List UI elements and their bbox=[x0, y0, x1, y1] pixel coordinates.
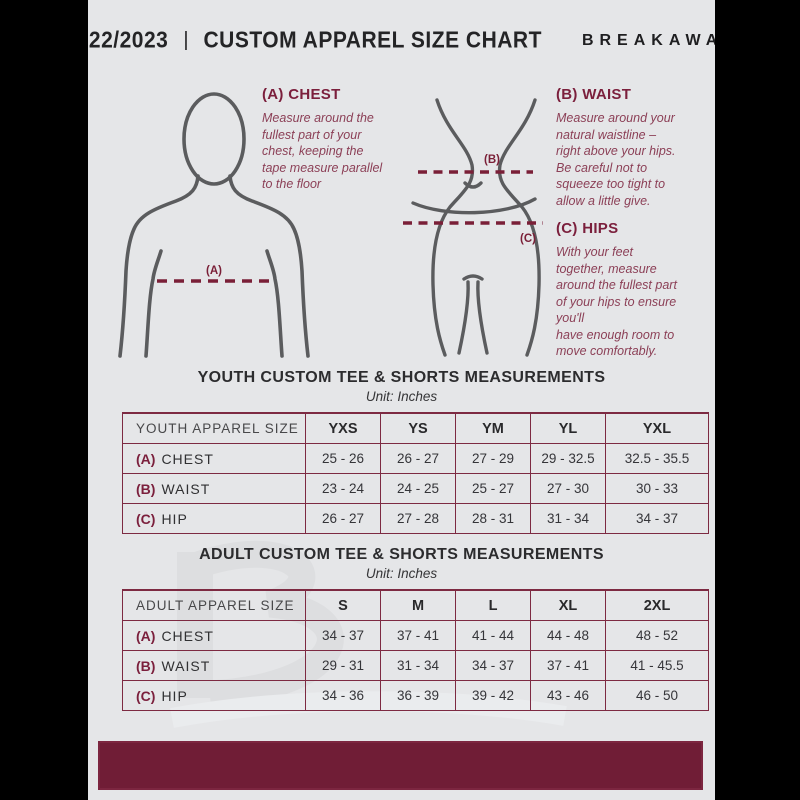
adult-table-unit: Unit: Inches bbox=[365, 566, 438, 581]
table-cell: 41 - 45.5 bbox=[605, 651, 708, 681]
table-cell: 32.5 - 35.5 bbox=[605, 444, 708, 474]
table-row-label: (A) CHEST bbox=[123, 621, 305, 651]
table-cell: 37 - 41 bbox=[380, 621, 455, 651]
table-row-label: (C) HIP bbox=[123, 681, 305, 711]
table-cell: 28 - 31 bbox=[455, 504, 530, 534]
youth-table-header-cell: YOUTH APPAREL SIZE bbox=[123, 414, 305, 444]
table-cell: 31 - 34 bbox=[530, 504, 605, 534]
table-cell: 23 - 24 bbox=[305, 474, 380, 504]
table-cell: 46 - 50 bbox=[605, 681, 708, 711]
youth-table-header-cell: YL bbox=[530, 414, 605, 444]
table-cell: 26 - 27 bbox=[380, 444, 455, 474]
header-divider: | bbox=[183, 29, 189, 51]
table-cell: 25 - 26 bbox=[305, 444, 380, 474]
youth-size-table: YOUTH APPAREL SIZE YXS YS YM YL YXL (A) C… bbox=[122, 412, 709, 534]
table-cell: 41 - 44 bbox=[455, 621, 530, 651]
adult-table-header-cell: M bbox=[380, 591, 455, 621]
table-cell: 27 - 29 bbox=[455, 444, 530, 474]
table-row-label: (A) CHEST bbox=[123, 444, 305, 474]
adult-table-header-cell: ADULT APPAREL SIZE bbox=[123, 591, 305, 621]
table-cell: 29 - 32.5 bbox=[530, 444, 605, 474]
table-cell: 26 - 27 bbox=[305, 504, 380, 534]
table-cell: 37 - 41 bbox=[530, 651, 605, 681]
size-chart-page: 2022/2023 | CUSTOM APPAREL SIZE CHART BR… bbox=[88, 0, 715, 800]
table-cell: 36 - 39 bbox=[380, 681, 455, 711]
hips-line-label: (C) bbox=[520, 233, 536, 245]
page-title: CUSTOM APPAREL SIZE CHART bbox=[203, 27, 542, 53]
youth-table-header-cell: YXL bbox=[605, 414, 708, 444]
table-cell: 34 - 36 bbox=[305, 681, 380, 711]
season-label: 2022/2023 bbox=[88, 27, 169, 53]
youth-table-header-cell: YM bbox=[455, 414, 530, 444]
chest-heading: (A) CHEST bbox=[262, 86, 341, 103]
youth-table-header-cell: YS bbox=[380, 414, 455, 444]
table-cell: 34 - 37 bbox=[455, 651, 530, 681]
table-cell: 39 - 42 bbox=[455, 681, 530, 711]
adult-size-table: ADULT APPAREL SIZE S M L XL 2XL (A) CHEST… bbox=[122, 589, 709, 711]
chest-instructions: Measure around the fullest part of your … bbox=[262, 111, 383, 191]
waist-heading: (B) WAIST bbox=[556, 86, 632, 103]
table-cell: 30 - 33 bbox=[605, 474, 708, 504]
youth-table-unit: Unit: Inches bbox=[365, 389, 438, 404]
hip-contour bbox=[411, 197, 537, 215]
table-row-label: (C) HIP bbox=[123, 504, 305, 534]
adult-table-title: ADULT CUSTOM TEE & SHORTS MEASUREMENTS bbox=[199, 546, 604, 563]
footer-accent-bar bbox=[98, 741, 703, 790]
youth-table-title: YOUTH CUSTOM TEE & SHORTS MEASUREMENTS bbox=[197, 369, 606, 386]
navel-mark bbox=[463, 181, 483, 189]
table-row-label: (B) WAIST bbox=[123, 651, 305, 681]
chest-line-label: (A) bbox=[206, 265, 222, 277]
table-cell: 34 - 37 bbox=[605, 504, 708, 534]
table-cell: 29 - 31 bbox=[305, 651, 380, 681]
table-cell: 31 - 34 bbox=[380, 651, 455, 681]
table-cell: 27 - 30 bbox=[530, 474, 605, 504]
table-cell: 27 - 28 bbox=[380, 504, 455, 534]
waist-instructions: Measure around your natural waistline – … bbox=[556, 111, 676, 208]
youth-table-header-cell: YXS bbox=[305, 414, 380, 444]
hips-heading: (C) HIPS bbox=[556, 220, 619, 237]
adult-table-header-cell: XL bbox=[530, 591, 605, 621]
adult-table-header-cell: S bbox=[305, 591, 380, 621]
table-cell: 24 - 25 bbox=[380, 474, 455, 504]
table-cell: 44 - 48 bbox=[530, 621, 605, 651]
table-cell: 34 - 37 bbox=[305, 621, 380, 651]
page-header: 2022/2023 | CUSTOM APPAREL SIZE CHART BR… bbox=[88, 22, 715, 59]
adult-table-header-cell: L bbox=[455, 591, 530, 621]
table-cell: 25 - 27 bbox=[455, 474, 530, 504]
adult-table-header-cell: 2XL bbox=[605, 591, 708, 621]
upper-body-diagram: (A) bbox=[118, 92, 310, 358]
waist-line-label: (B) bbox=[484, 154, 500, 166]
hips-instructions: With your feet together, measure around … bbox=[556, 245, 677, 358]
table-cell: 43 - 46 bbox=[530, 681, 605, 711]
table-cell: 48 - 52 bbox=[605, 621, 708, 651]
table-row-label: (B) WAIST bbox=[123, 474, 305, 504]
brand-wordmark: BREAKAWAY bbox=[581, 31, 715, 49]
head-outline bbox=[182, 92, 246, 186]
waist-hips-diagram: (B) (C) bbox=[403, 98, 543, 357]
